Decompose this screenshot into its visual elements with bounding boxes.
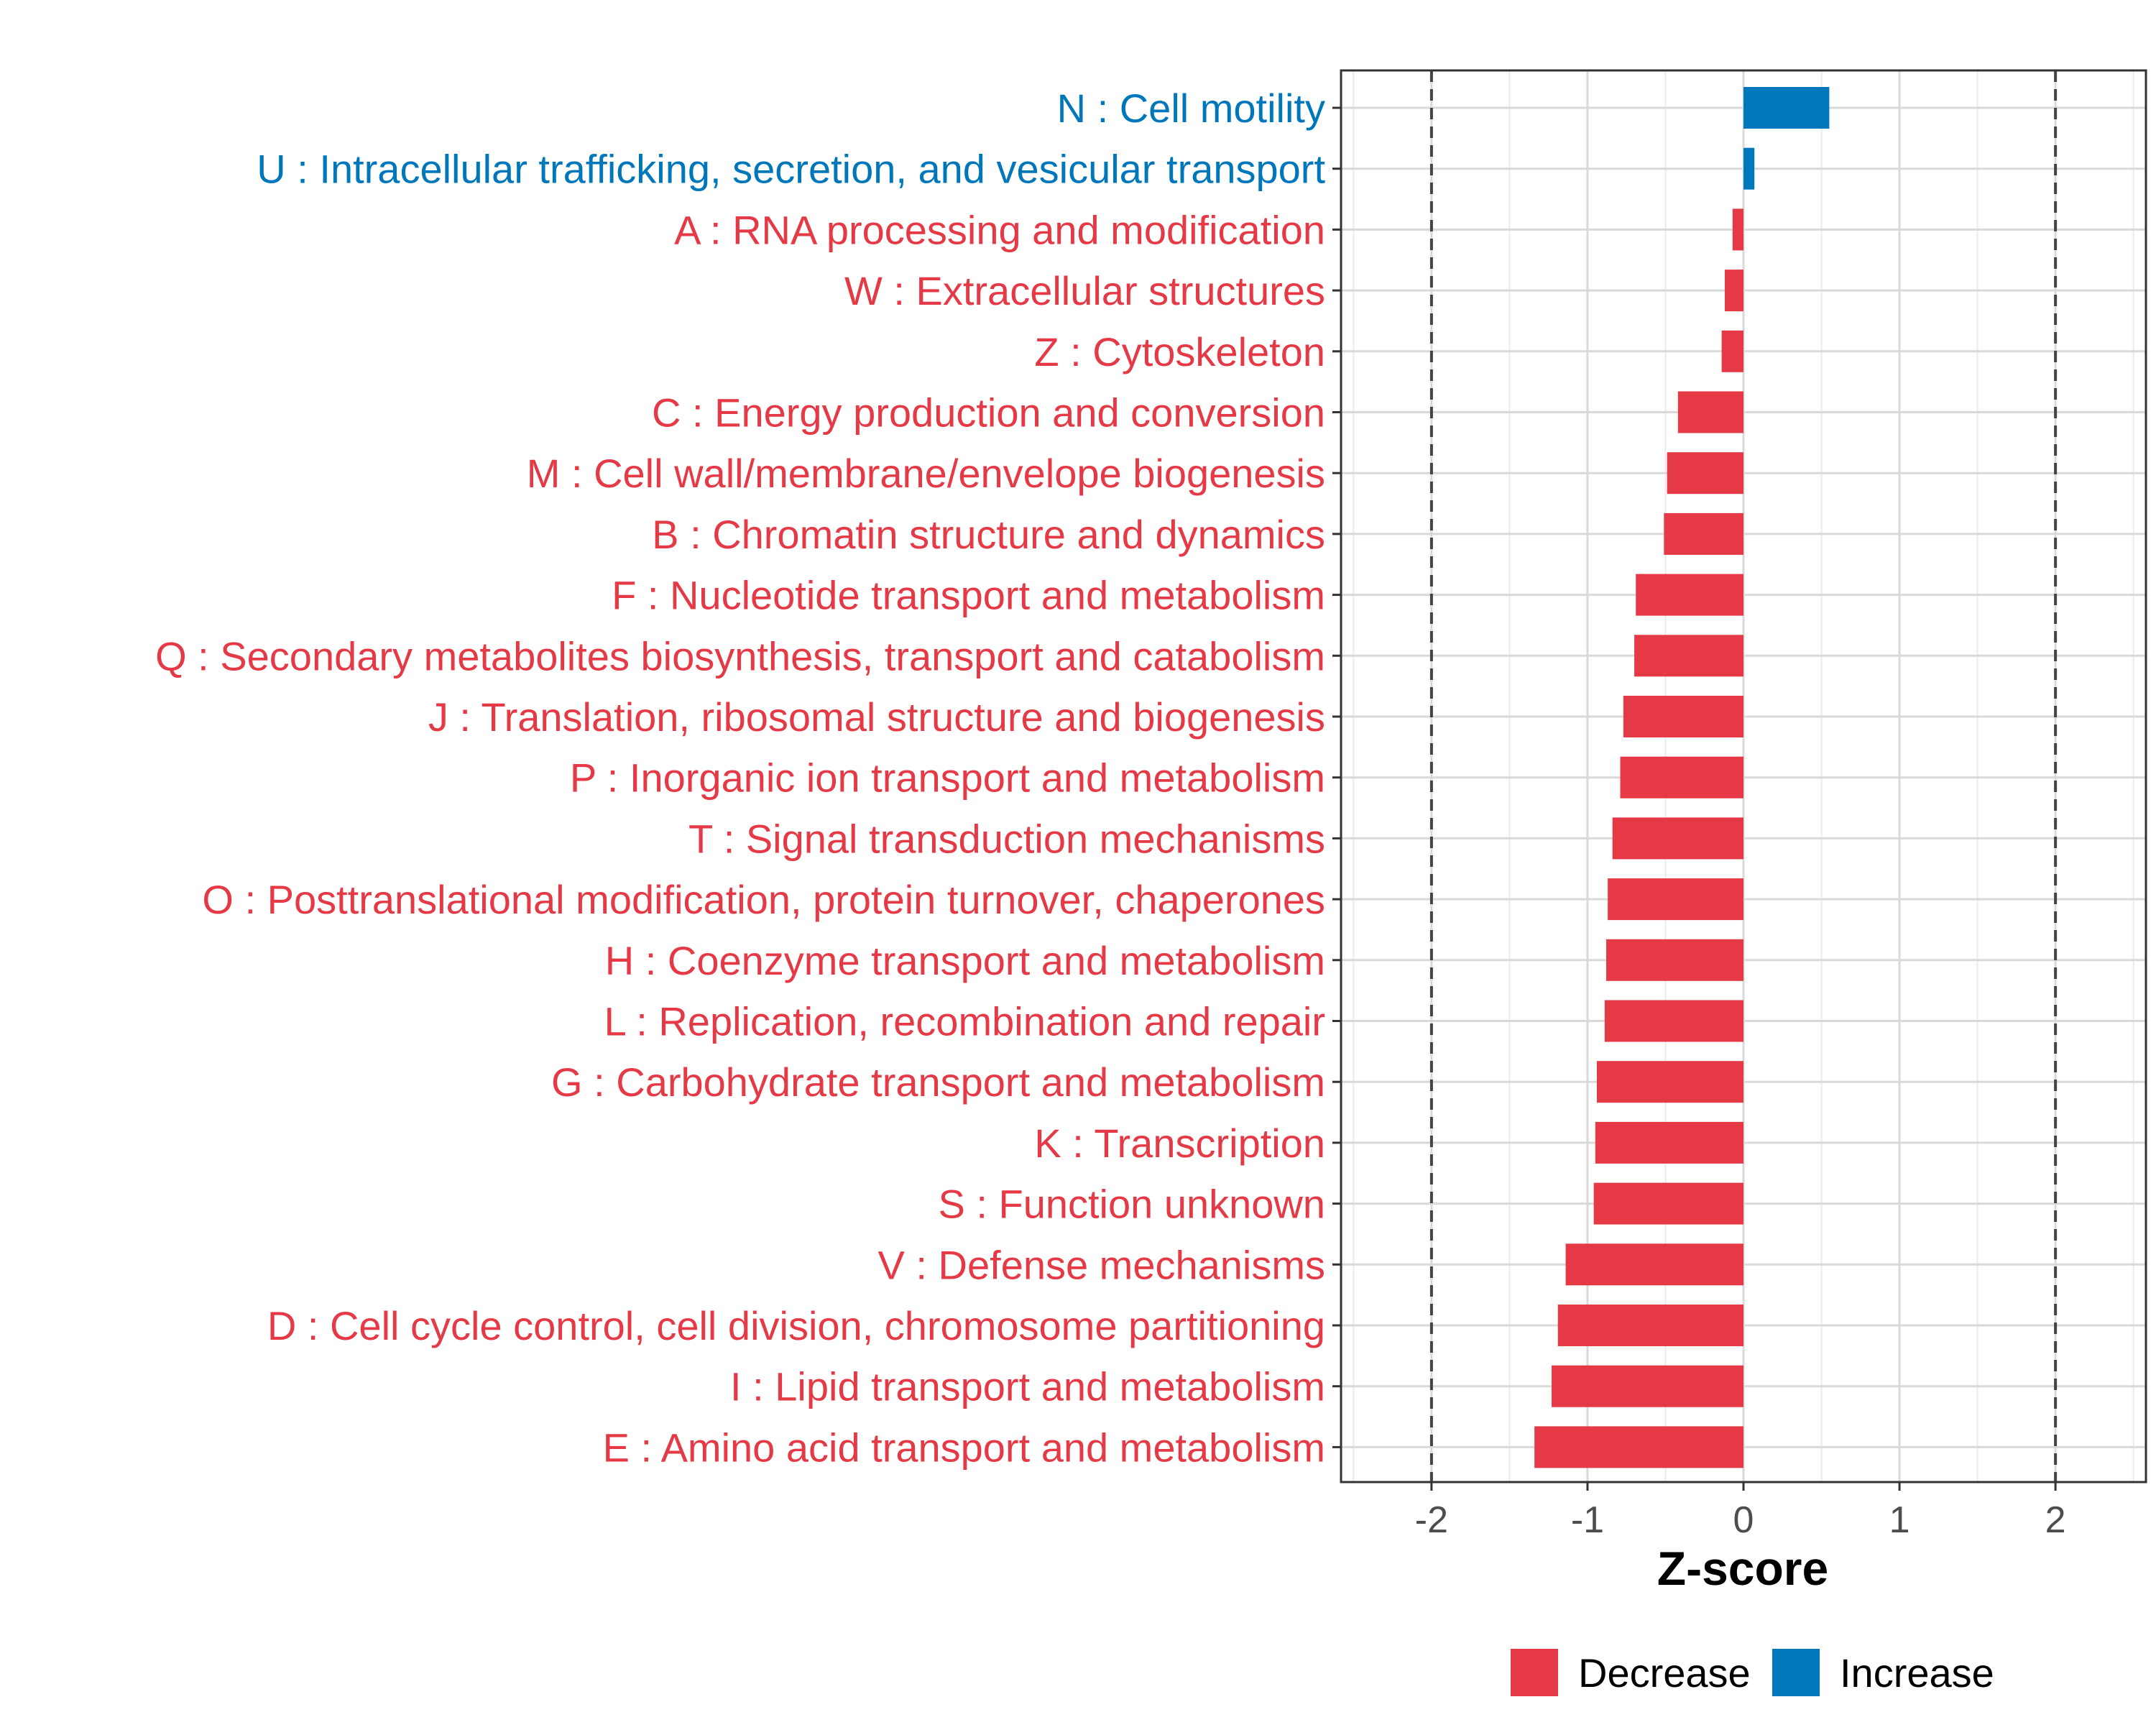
category-label: Z : Cytoskeleton xyxy=(1034,329,1325,374)
category-label: Q : Secondary metabolites biosynthesis, … xyxy=(155,633,1325,678)
category-labels: N : Cell motility U : Intracellular traff… xyxy=(155,86,1341,1470)
bar xyxy=(1620,756,1743,799)
legend: Decrease Increase xyxy=(1511,1649,1994,1696)
bar xyxy=(1724,270,1743,312)
bar xyxy=(1743,147,1755,190)
bar xyxy=(1604,1000,1743,1042)
x-axis-title: Z-score xyxy=(1657,1542,1828,1595)
bar xyxy=(1593,1182,1743,1225)
category-label: H : Coenzyme transport and metabolism xyxy=(605,938,1325,983)
bar xyxy=(1552,1365,1743,1407)
category-label: F : Nucleotide transport and metabolism xyxy=(612,573,1325,618)
category-label: T : Signal transduction mechanisms xyxy=(688,816,1325,861)
category-label: E : Amino acid transport and metabolism xyxy=(603,1425,1325,1470)
bar xyxy=(1606,939,1743,981)
category-label: K : Transcription xyxy=(1034,1121,1325,1166)
category-label: N : Cell motility xyxy=(1057,86,1325,131)
category-label: W : Extracellular structures xyxy=(844,268,1325,313)
category-label: O : Posttranslational modification, prot… xyxy=(202,877,1325,922)
bar xyxy=(1557,1305,1743,1346)
bar xyxy=(1634,635,1743,677)
legend-swatch xyxy=(1772,1649,1820,1696)
bar xyxy=(1664,512,1743,555)
bar xyxy=(1612,817,1743,860)
category-label: D : Cell cycle control, cell division, c… xyxy=(267,1303,1325,1348)
category-label: S : Function unknown xyxy=(938,1182,1325,1227)
category-label: I : Lipid transport and metabolism xyxy=(730,1364,1325,1409)
x-axis: -2 -1 0 1 2 xyxy=(1415,1482,2066,1541)
bar xyxy=(1608,878,1743,921)
bars xyxy=(1340,69,2147,1484)
x-tick-label: 0 xyxy=(1733,1499,1754,1541)
bar xyxy=(1623,696,1743,737)
legend-label: Increase xyxy=(1840,1650,1994,1696)
category-label: A : RNA processing and modification xyxy=(674,207,1325,252)
x-tick-label: 2 xyxy=(2045,1499,2066,1541)
bar xyxy=(1534,1426,1743,1468)
bar xyxy=(1595,1121,1743,1164)
category-label: U : Intracellular trafficking, secretion… xyxy=(257,147,1325,192)
bar xyxy=(1732,208,1743,251)
bar xyxy=(1743,87,1830,129)
bar xyxy=(1667,452,1743,494)
category-label: L : Replication, recombination and repai… xyxy=(604,999,1325,1044)
legend-label: Decrease xyxy=(1578,1650,1751,1696)
category-label: C : Energy production and conversion xyxy=(652,390,1325,436)
category-label: P : Inorganic ion transport and metaboli… xyxy=(570,755,1325,801)
x-tick-label: -2 xyxy=(1415,1499,1448,1541)
legend-swatch xyxy=(1511,1649,1558,1696)
bar xyxy=(1636,574,1743,616)
category-label: M : Cell wall/membrane/envelope biogenes… xyxy=(527,451,1325,496)
category-label: J : Translation, ribosomal structure and… xyxy=(428,694,1325,740)
category-label: B : Chromatin structure and dynamics xyxy=(652,512,1325,557)
bar xyxy=(1565,1243,1743,1286)
x-tick-label: -1 xyxy=(1571,1499,1604,1541)
category-label: G : Carbohydrate transport and metabolis… xyxy=(551,1059,1325,1105)
bar xyxy=(1596,1061,1743,1103)
x-tick-label: 1 xyxy=(1889,1499,1910,1541)
bar xyxy=(1721,330,1743,372)
category-label: V : Defense mechanisms xyxy=(878,1242,1325,1287)
bar xyxy=(1677,391,1743,433)
